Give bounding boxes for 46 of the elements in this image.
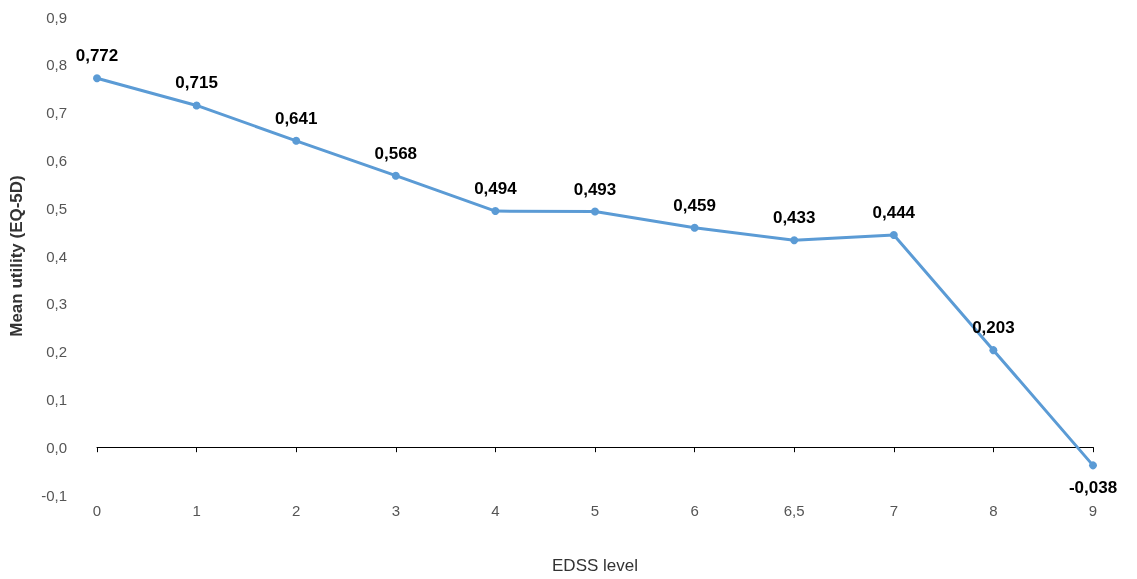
x-tick-label: 0 — [92, 502, 102, 519]
y-tick-label: 0,2 — [46, 343, 67, 361]
x-tick-label: 6,5 — [783, 502, 805, 519]
y-axis-title: Mean utility (EQ-5D) — [7, 175, 26, 337]
point — [93, 74, 101, 83]
y-tick-label: 0,3 — [46, 295, 67, 313]
x-tick-label: 7 — [889, 502, 898, 519]
data-label: 0,568 — [374, 143, 418, 163]
point — [690, 223, 699, 232]
y-tick-label: 0,6 — [46, 151, 67, 169]
point — [192, 101, 201, 110]
point — [391, 171, 400, 180]
y-tick-label: 0,0 — [46, 438, 67, 456]
x-tick-label: 4 — [491, 502, 500, 519]
y-tick-label: 0,1 — [46, 390, 67, 408]
point — [591, 207, 599, 216]
data-label: 0,715 — [175, 73, 218, 93]
x-tick-label: 6 — [690, 502, 699, 519]
data-label: 0,772 — [75, 46, 119, 66]
data-label: 0,433 — [772, 208, 816, 228]
x-axis-title: EDSS level — [552, 556, 638, 575]
point — [1089, 461, 1097, 470]
y-tick-label: 0,4 — [46, 247, 67, 265]
point — [790, 236, 799, 245]
point — [889, 230, 898, 239]
x-tick-label: 8 — [989, 502, 998, 519]
x-tick-label: 1 — [192, 502, 201, 519]
data-label: -0,038 — [1068, 478, 1118, 498]
data-label: 0,494 — [474, 179, 518, 199]
y-tick-label: 0,5 — [46, 199, 67, 217]
y-tick-label: 0,7 — [46, 104, 67, 122]
data-label: 0,493 — [573, 179, 617, 199]
y-tick-label: 0,8 — [46, 56, 67, 74]
y-tick-label: -0,1 — [41, 486, 67, 504]
x-tick-label: 5 — [590, 502, 600, 519]
data-label: 0,203 — [972, 318, 1015, 338]
x-tick-label: 2 — [292, 502, 301, 519]
x-tick-label: 9 — [1088, 502, 1098, 519]
data-label: 0,444 — [872, 202, 916, 222]
point — [491, 207, 500, 216]
point — [989, 346, 998, 355]
data-label: 0,641 — [274, 108, 318, 128]
data-label: 0,459 — [673, 195, 716, 215]
x-tick-label: 3 — [391, 502, 400, 519]
y-tick-label: 0,9 — [46, 8, 67, 26]
point — [292, 136, 301, 145]
